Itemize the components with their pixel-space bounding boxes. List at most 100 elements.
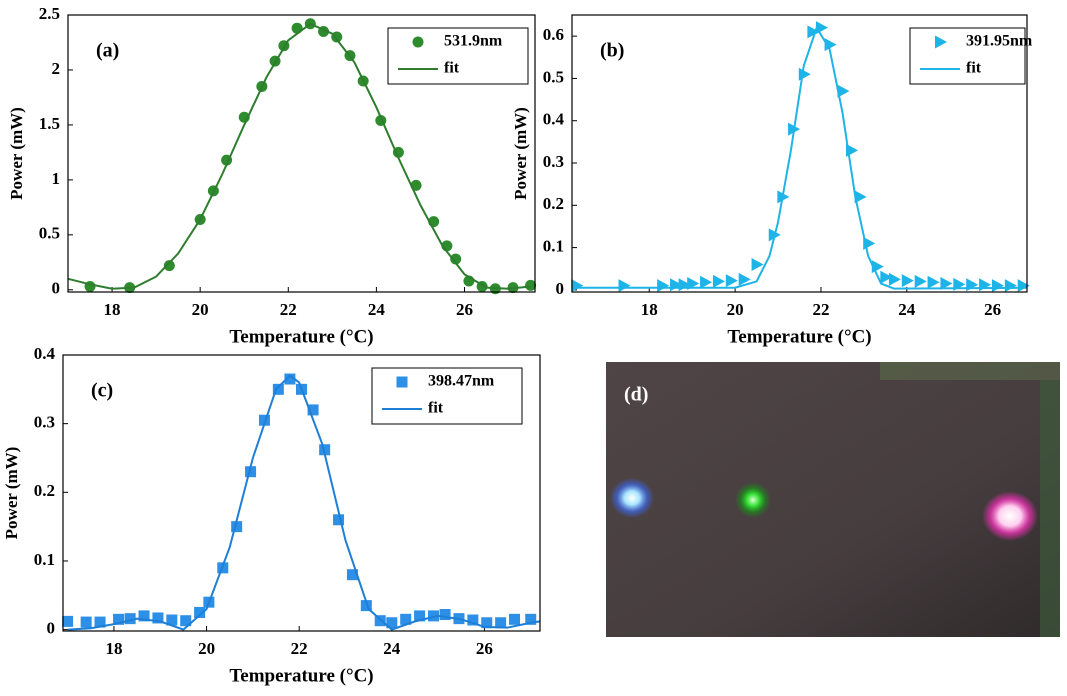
data-point (163, 260, 175, 272)
data-point (333, 514, 345, 526)
x-axis-label: Temperature (°C) (229, 326, 373, 347)
data-point (525, 613, 537, 625)
y-tick-label: 0.5 (543, 67, 564, 86)
data-point (138, 610, 150, 622)
data-point (152, 612, 164, 624)
legend-swatch (396, 376, 408, 388)
x-tick-label: 18 (104, 300, 121, 319)
data-point (854, 190, 867, 204)
x-tick-label: 22 (280, 300, 297, 319)
data-point (738, 272, 751, 286)
x-tick-label: 22 (291, 639, 308, 658)
data-point (427, 610, 439, 622)
y-axis-label: Power (mW) (2, 447, 21, 540)
data-point (307, 404, 319, 416)
blue-spot (610, 478, 654, 518)
data-point (284, 373, 296, 385)
data-point (360, 600, 372, 612)
data-point (571, 279, 584, 293)
green-spot (735, 482, 771, 518)
data-point (966, 278, 979, 292)
x-tick-label: 20 (198, 639, 215, 658)
y-tick-label: 0 (52, 279, 61, 298)
data-point (450, 253, 462, 265)
data-point (1004, 279, 1017, 293)
data-point (272, 383, 284, 395)
data-point (80, 616, 92, 628)
data-point (525, 279, 537, 291)
panel-label: (d) (624, 384, 648, 406)
y-axis-label: Power (mW) (7, 107, 26, 200)
y-tick-label: 0.4 (34, 344, 56, 363)
y-tick-label: 1 (52, 169, 61, 188)
data-point (231, 521, 243, 533)
fit-line (572, 25, 1028, 290)
photo-background (606, 362, 1060, 637)
x-tick-label: 20 (727, 300, 744, 319)
legend-label: 398.47nm (428, 373, 495, 390)
data-point (346, 569, 358, 581)
y-tick-label: 0.2 (34, 481, 55, 500)
panel-label: (b) (600, 40, 624, 62)
plot-frame (62, 354, 541, 632)
data-point (481, 617, 493, 629)
data-point (113, 613, 125, 625)
photo-edge (880, 362, 1060, 380)
data-point (725, 274, 738, 288)
data-point (414, 610, 426, 622)
y-tick-label: 0.6 (543, 25, 564, 44)
data-point (400, 613, 412, 625)
data-point (712, 274, 725, 288)
data-point (124, 613, 136, 625)
data-point (837, 84, 850, 98)
data-point (467, 614, 479, 626)
y-tick-label: 1.5 (39, 114, 60, 133)
x-axis-label: Temperature (°C) (229, 665, 373, 686)
y-tick-label: 2.5 (39, 4, 60, 23)
legend-label: fit (966, 60, 982, 77)
legend-swatch (412, 36, 424, 48)
plot-frame (571, 14, 1028, 293)
x-tick-label: 24 (368, 300, 386, 319)
data-point (166, 614, 178, 626)
x-axis-label: Temperature (°C) (727, 326, 871, 347)
data-point (927, 275, 940, 289)
data-point (901, 274, 914, 288)
data-point (258, 414, 270, 426)
y-tick-label: 0.1 (543, 237, 564, 256)
data-point (880, 270, 893, 284)
y-tick-label: 0.3 (34, 413, 55, 432)
pink-spot (982, 491, 1038, 541)
fit-line (67, 374, 541, 631)
x-tick-label: 26 (984, 300, 1001, 319)
y-tick-label: 0 (556, 279, 565, 298)
y-tick-label: 0.2 (543, 194, 564, 213)
panel-label: (c) (91, 380, 113, 402)
legend-swatch (935, 35, 947, 49)
data-point (751, 258, 764, 272)
data-point (1017, 279, 1030, 293)
y-tick-label: 0.1 (34, 550, 55, 569)
plot-frame (67, 14, 536, 293)
x-tick-label: 26 (456, 300, 473, 319)
data-point (439, 609, 451, 621)
data-point (888, 272, 901, 286)
data-point (979, 278, 992, 292)
data-point (245, 466, 257, 478)
y-tick-label: 0.4 (543, 110, 565, 129)
photo-edge (1040, 380, 1060, 637)
panel-label: (a) (96, 40, 119, 62)
legend-label: fit (444, 60, 460, 77)
data-point (807, 25, 820, 39)
legend-box (387, 27, 529, 85)
x-tick-label: 26 (476, 639, 493, 658)
data-point (180, 615, 192, 627)
x-tick-label: 24 (383, 639, 401, 658)
data-point (194, 606, 206, 618)
data-point (991, 279, 1004, 293)
legend-box (909, 27, 1026, 85)
data-point (374, 615, 386, 627)
x-tick-label: 18 (105, 639, 122, 658)
data-point (824, 38, 837, 52)
